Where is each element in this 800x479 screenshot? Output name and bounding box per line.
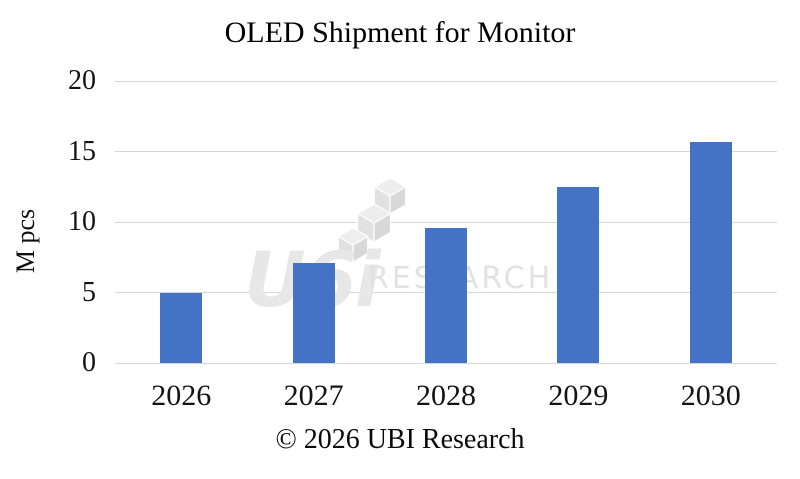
bar-2029: [557, 186, 600, 363]
cube-icon: [356, 203, 392, 243]
bar-2027: [292, 262, 335, 363]
cube-icon: [373, 177, 407, 215]
x-tick-label: 2030: [680, 379, 741, 412]
gridline: [115, 80, 777, 82]
x-tick-label: 2029: [548, 379, 609, 412]
cubes-logo-icon: [337, 177, 407, 263]
gridline: [115, 221, 777, 223]
gridline: [115, 362, 777, 364]
y-tick-label: 20: [68, 65, 96, 96]
cube-icon: [337, 227, 369, 263]
source-caption: © 2026 UBI Research: [275, 424, 525, 455]
x-tick-label: 2026: [151, 379, 212, 412]
chart-title: OLED Shipment for Monitor: [224, 16, 576, 49]
bar-2026: [160, 292, 203, 363]
x-tick-label: 2027: [283, 379, 344, 412]
y-tick-label: 5: [82, 276, 96, 308]
y-tick-label: 10: [68, 206, 96, 237]
bar-2030: [689, 141, 732, 363]
y-tick-label: 0: [82, 347, 96, 378]
gridline: [115, 151, 777, 152]
bar-2028: [425, 227, 467, 363]
x-tick-label: 2028: [415, 379, 476, 412]
y-tick-label: 15: [68, 135, 96, 167]
